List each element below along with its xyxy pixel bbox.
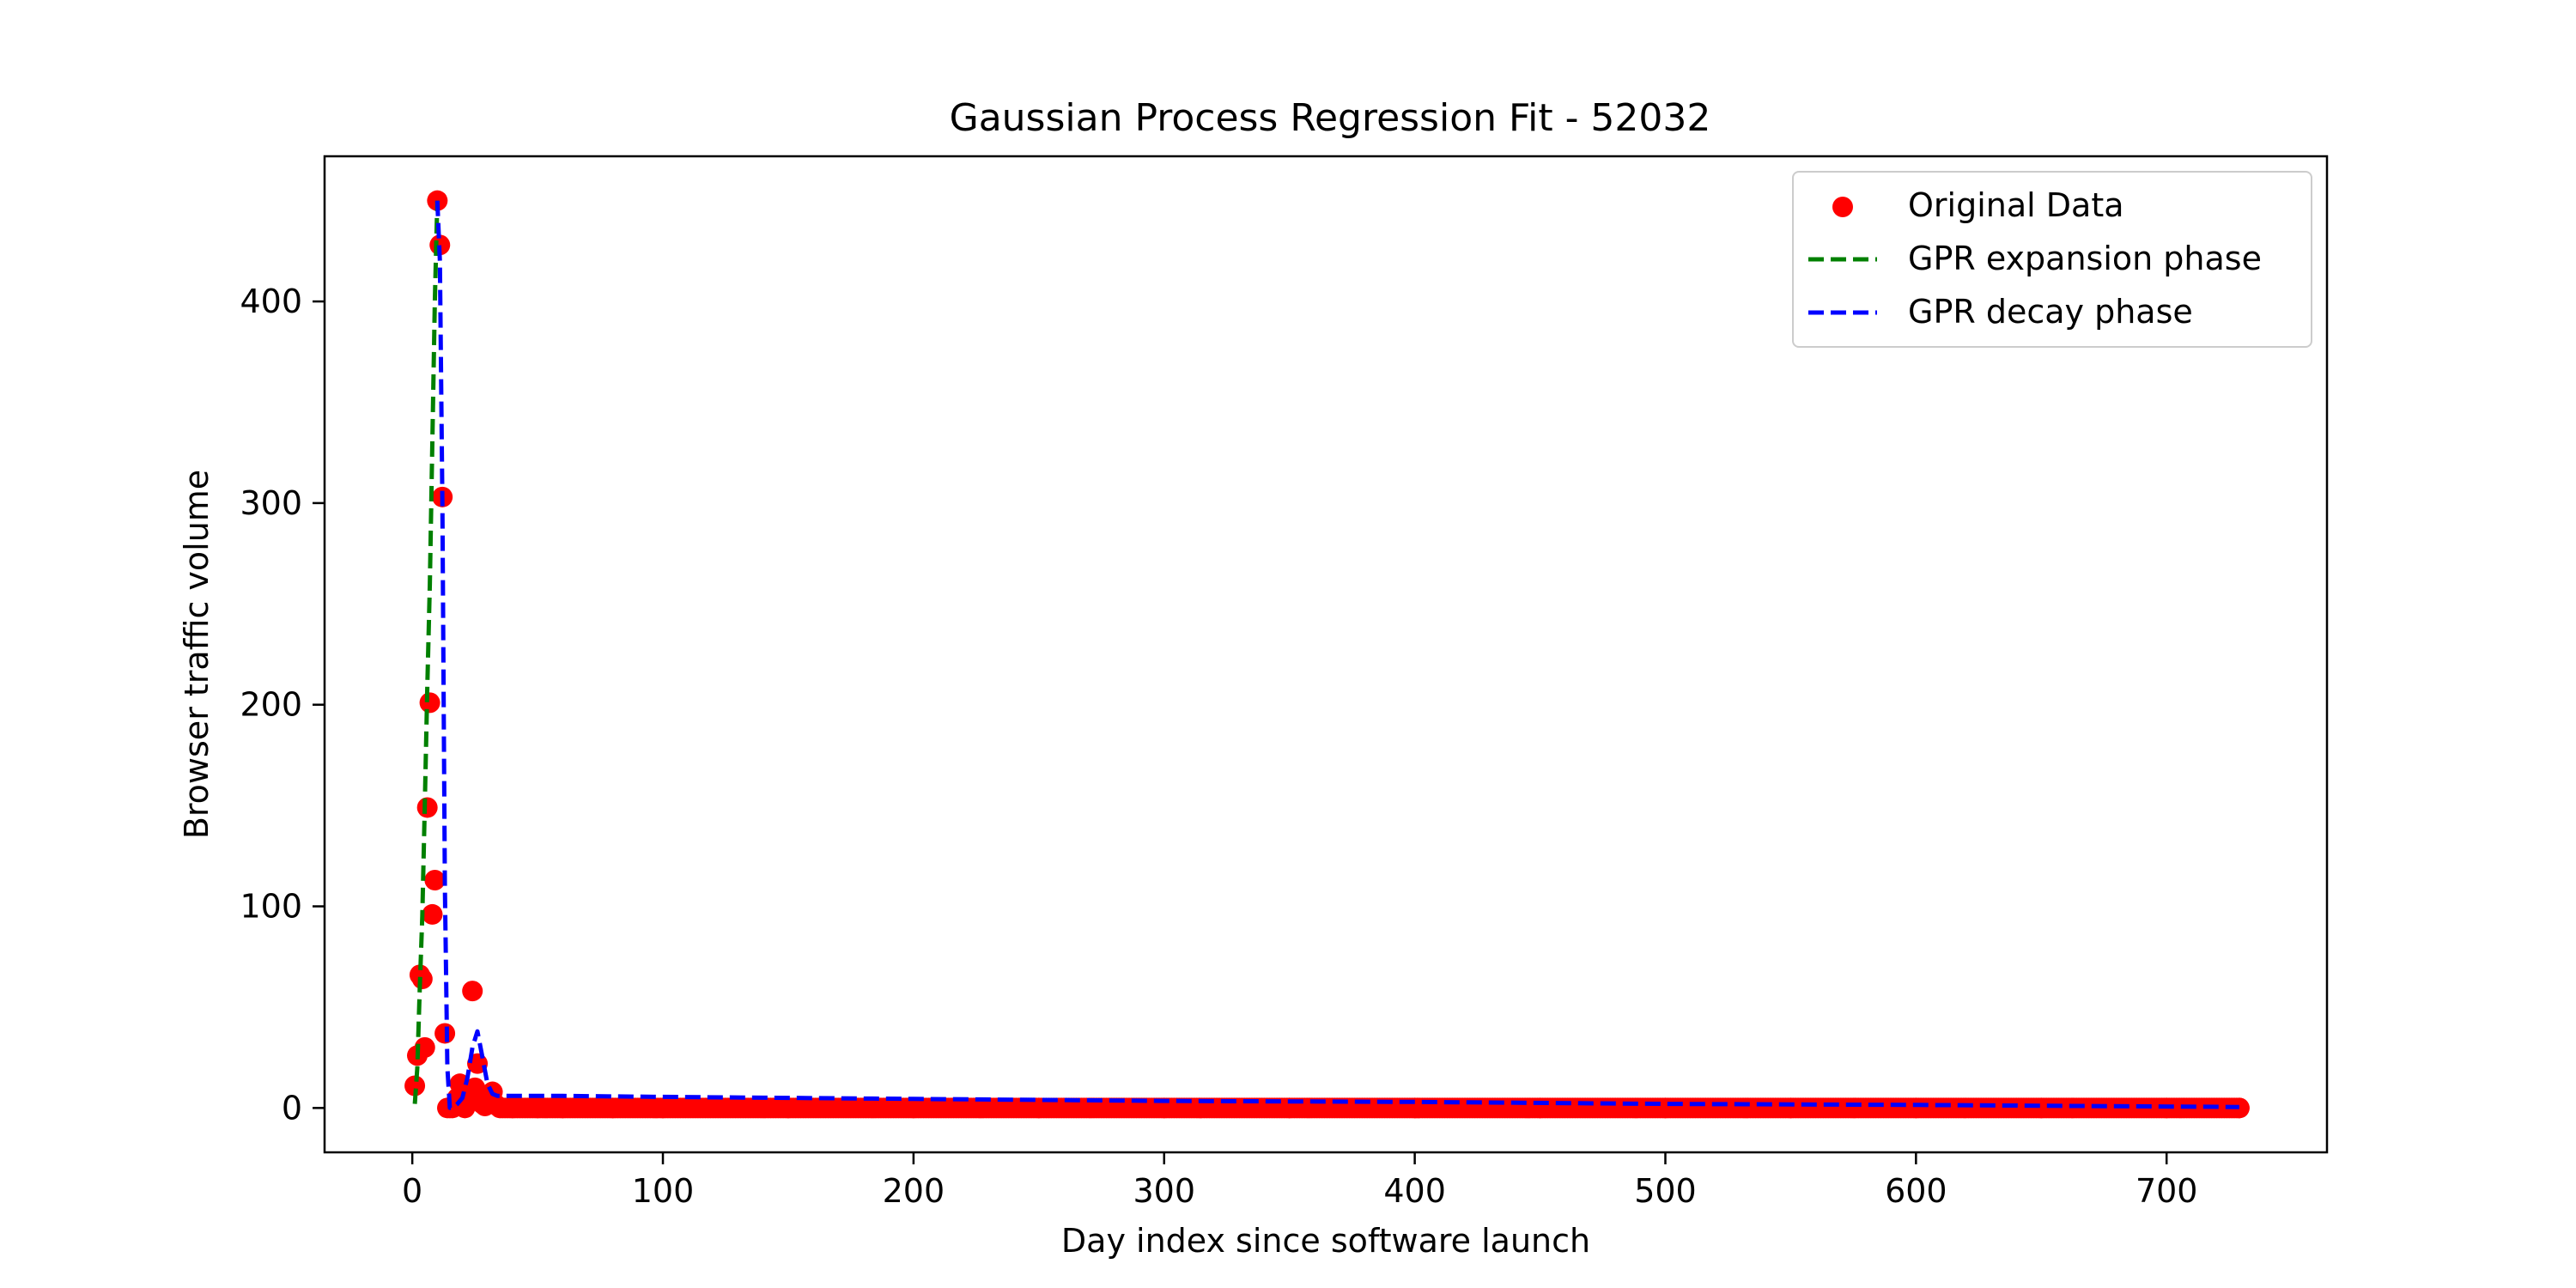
- chart-title: Gaussian Process Regression Fit - 52032: [950, 96, 1711, 140]
- x-tick-label: 0: [402, 1172, 422, 1210]
- gpr-decay-line: [434, 200, 2239, 1110]
- y-tick-label: 0: [282, 1089, 302, 1127]
- data-point: [404, 1075, 426, 1097]
- legend-label-expansion: GPR expansion phase: [1908, 240, 2262, 277]
- y-tick-label: 100: [240, 888, 302, 926]
- x-tick-label: 400: [1383, 1172, 1446, 1210]
- data-point: [462, 981, 483, 1002]
- legend-label-original-data: Original Data: [1908, 186, 2124, 224]
- x-tick-label: 200: [883, 1172, 945, 1210]
- legend-marker-original-data: [1832, 197, 1853, 217]
- x-tick-label: 100: [632, 1172, 695, 1210]
- x-tick-label: 300: [1133, 1172, 1195, 1210]
- x-axis-label: Day index since software launch: [1061, 1222, 1590, 1260]
- x-axis: 0 100 200 300 400 500 600 700: [402, 1152, 2197, 1210]
- y-axis: 0 100 200 300 400: [240, 283, 325, 1127]
- x-tick-label: 600: [1885, 1172, 1947, 1210]
- data-point: [422, 903, 443, 925]
- data-point: [427, 190, 448, 211]
- data-point: [416, 797, 438, 818]
- x-tick-label: 700: [2136, 1172, 2198, 1210]
- data-point: [411, 969, 433, 990]
- data-point: [2228, 1097, 2250, 1119]
- plot-frame: [323, 155, 2329, 1154]
- legend: Original Data GPR expansion phase GPR de…: [1792, 171, 2312, 348]
- y-tick-label: 400: [240, 283, 302, 320]
- legend-label-decay: GPR decay phase: [1908, 293, 2193, 331]
- data-point: [424, 869, 446, 890]
- y-tick-label: 200: [240, 686, 302, 724]
- y-tick-label: 300: [240, 484, 302, 522]
- gpr-expansion-line: [412, 200, 440, 1104]
- data-point: [419, 692, 440, 714]
- y-axis-label: Browser traffic volume: [178, 470, 216, 839]
- legend-frame: [1792, 171, 2312, 348]
- plot-area: [404, 190, 2250, 1119]
- x-tick-label: 500: [1634, 1172, 1697, 1210]
